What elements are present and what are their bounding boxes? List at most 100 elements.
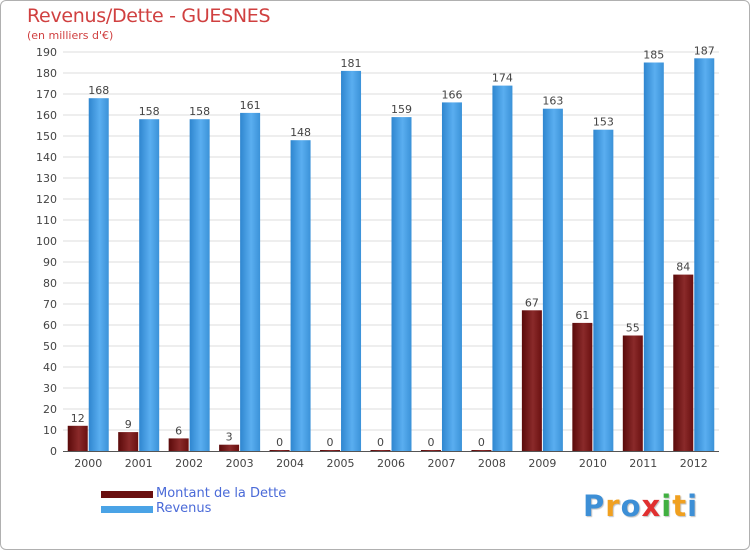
data-label-revenue: 174 (492, 72, 513, 85)
data-label-debt: 0 (478, 436, 485, 449)
y-tick-label: 0 (50, 445, 57, 458)
data-label-debt: 55 (626, 322, 640, 335)
bar-debt (320, 450, 341, 451)
bar-debt (572, 322, 593, 451)
chart-subtitle: (en milliers d'€) (27, 29, 114, 42)
x-tick-label: 2009 (528, 457, 556, 470)
legend-label-revenue: Revenus (156, 501, 212, 516)
x-tick-label: 2006 (377, 457, 405, 470)
data-label-debt: 67 (525, 296, 539, 309)
data-label-debt: 84 (676, 261, 690, 274)
y-tick-label: 40 (43, 361, 57, 374)
y-tick-label: 170 (36, 88, 57, 101)
y-tick-label: 120 (36, 193, 57, 206)
bar-debt (118, 432, 139, 451)
x-tick-label: 2011 (629, 457, 657, 470)
chart-title: Revenus/Dette - GUESNES (27, 5, 271, 27)
logo-letter: o (620, 489, 642, 523)
bars-layer: 12 168 9 158 6 158 3 161 0 148 0 181 0 159 0 166 0 174 67 1… (67, 44, 715, 452)
bar-debt (471, 450, 492, 451)
data-label-revenue: 187 (694, 44, 715, 57)
bar-debt (673, 274, 694, 451)
bar-debt (370, 450, 391, 451)
logo-letter: t (672, 489, 688, 523)
y-tick-label: 60 (43, 319, 57, 332)
logo-letter: x (641, 489, 662, 523)
bar-debt (420, 450, 441, 451)
bar-revenue (391, 117, 412, 451)
x-tick-label: 2007 (427, 457, 455, 470)
bar-debt (219, 444, 240, 451)
data-label-debt: 0 (276, 436, 283, 449)
bar-revenue (542, 108, 563, 451)
data-label-debt: 12 (71, 412, 85, 425)
x-tick-label: 2001 (125, 457, 153, 470)
logo-letter: P (583, 489, 606, 523)
bar-revenue (240, 112, 261, 452)
bar-debt (622, 335, 643, 451)
bar-revenue (694, 58, 715, 452)
y-tick-label: 70 (43, 298, 57, 311)
data-label-debt: 6 (175, 424, 182, 437)
bar-revenue (492, 85, 513, 451)
x-tick-label: 2003 (226, 457, 254, 470)
legend-swatch-debt (101, 491, 153, 498)
x-tick-label: 2005 (327, 457, 355, 470)
data-label-debt: 0 (377, 436, 384, 449)
y-axis-ticks: 0 10 20 30 40 50 60 70 80 90 100 110 120 130 140 150 160… (36, 46, 57, 458)
data-label-debt: 0 (427, 436, 434, 449)
logo-letter: r (605, 489, 621, 523)
x-tick-label: 2012 (680, 457, 708, 470)
y-tick-label: 180 (36, 67, 57, 80)
bar-revenue (643, 62, 664, 451)
proxiti-logo: Proxiti (583, 489, 698, 523)
x-tick-label: 2000 (74, 457, 102, 470)
data-label-revenue: 158 (189, 105, 210, 118)
x-tick-label: 2002 (175, 457, 203, 470)
y-tick-label: 30 (43, 382, 57, 395)
x-tick-label: 2008 (478, 457, 506, 470)
legend-swatch-revenue (101, 506, 153, 513)
y-tick-label: 80 (43, 277, 57, 290)
bar-revenue (189, 119, 210, 451)
data-label-revenue: 148 (290, 126, 311, 139)
y-tick-label: 90 (43, 256, 57, 269)
bar-debt (67, 425, 88, 451)
logo-letter: i (687, 489, 699, 523)
data-label-revenue: 185 (643, 49, 664, 62)
logo-letter: i (661, 489, 673, 523)
x-tick-label: 2010 (579, 457, 607, 470)
bar-revenue (441, 102, 462, 452)
y-tick-label: 10 (43, 424, 57, 437)
bar-revenue (341, 70, 362, 452)
y-tick-label: 140 (36, 151, 57, 164)
y-tick-label: 100 (36, 235, 57, 248)
data-label-debt: 0 (327, 436, 334, 449)
bar-revenue (88, 98, 109, 451)
legend-label-debt: Montant de la Dette (156, 486, 287, 501)
bar-debt (269, 450, 290, 451)
data-label-revenue: 168 (88, 84, 109, 97)
y-tick-label: 130 (36, 172, 57, 185)
data-label-revenue: 159 (391, 103, 412, 116)
bar-revenue (593, 129, 614, 451)
data-label-debt: 9 (125, 418, 132, 431)
x-tick-label: 2004 (276, 457, 304, 470)
bar-debt (168, 438, 189, 451)
y-tick-label: 50 (43, 340, 57, 353)
data-label-debt: 61 (575, 309, 589, 322)
y-tick-label: 160 (36, 109, 57, 122)
data-label-revenue: 163 (542, 95, 563, 108)
y-tick-label: 150 (36, 130, 57, 143)
bar-debt (521, 310, 542, 451)
data-label-revenue: 153 (593, 116, 614, 129)
data-label-revenue: 166 (441, 88, 462, 101)
bar-revenue (139, 119, 160, 451)
y-tick-label: 110 (36, 214, 57, 227)
data-label-revenue: 161 (240, 99, 261, 112)
data-label-revenue: 158 (139, 105, 160, 118)
data-label-debt: 3 (226, 431, 233, 444)
x-axis-ticks: 2000 2001 2002 2003 2004 2005 2006 2007 2008 2009… (74, 457, 708, 470)
